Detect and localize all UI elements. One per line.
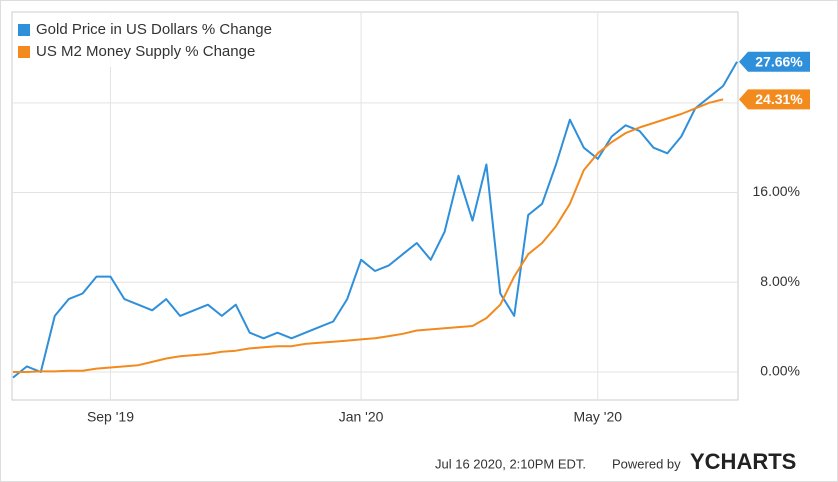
legend-label: US M2 Money Supply % Change xyxy=(36,43,255,60)
grid xyxy=(12,12,738,400)
value-badge xyxy=(739,89,810,110)
legend: Gold Price in US Dollars % Change US M2 M… xyxy=(13,13,333,67)
plot-area xyxy=(11,11,739,401)
legend-swatch xyxy=(18,24,30,36)
timestamp: Jul 16 2020, 2:10PM EDT. xyxy=(435,456,586,471)
value-badge xyxy=(739,51,810,72)
brand-logo: YCHARTS xyxy=(690,449,796,474)
legend-box xyxy=(13,13,333,67)
legend-swatch xyxy=(18,46,30,58)
series-line xyxy=(12,61,738,379)
x-tick-label: May '20 xyxy=(573,409,622,425)
y-tick-label: 8.00% xyxy=(760,273,800,289)
series-line xyxy=(13,98,724,373)
value-label: 27.66% xyxy=(755,53,803,69)
lines xyxy=(12,61,738,379)
credit: Powered by xyxy=(612,456,681,471)
y-tick-label: 0.00% xyxy=(760,363,800,379)
y-tick-label: 16.00% xyxy=(753,183,800,199)
x-tick-label: Jan '20 xyxy=(339,409,384,425)
value-label: 24.31% xyxy=(755,91,803,107)
x-tick-label: Sep '19 xyxy=(87,409,134,425)
legend-label: Gold Price in US Dollars % Change xyxy=(36,21,272,38)
